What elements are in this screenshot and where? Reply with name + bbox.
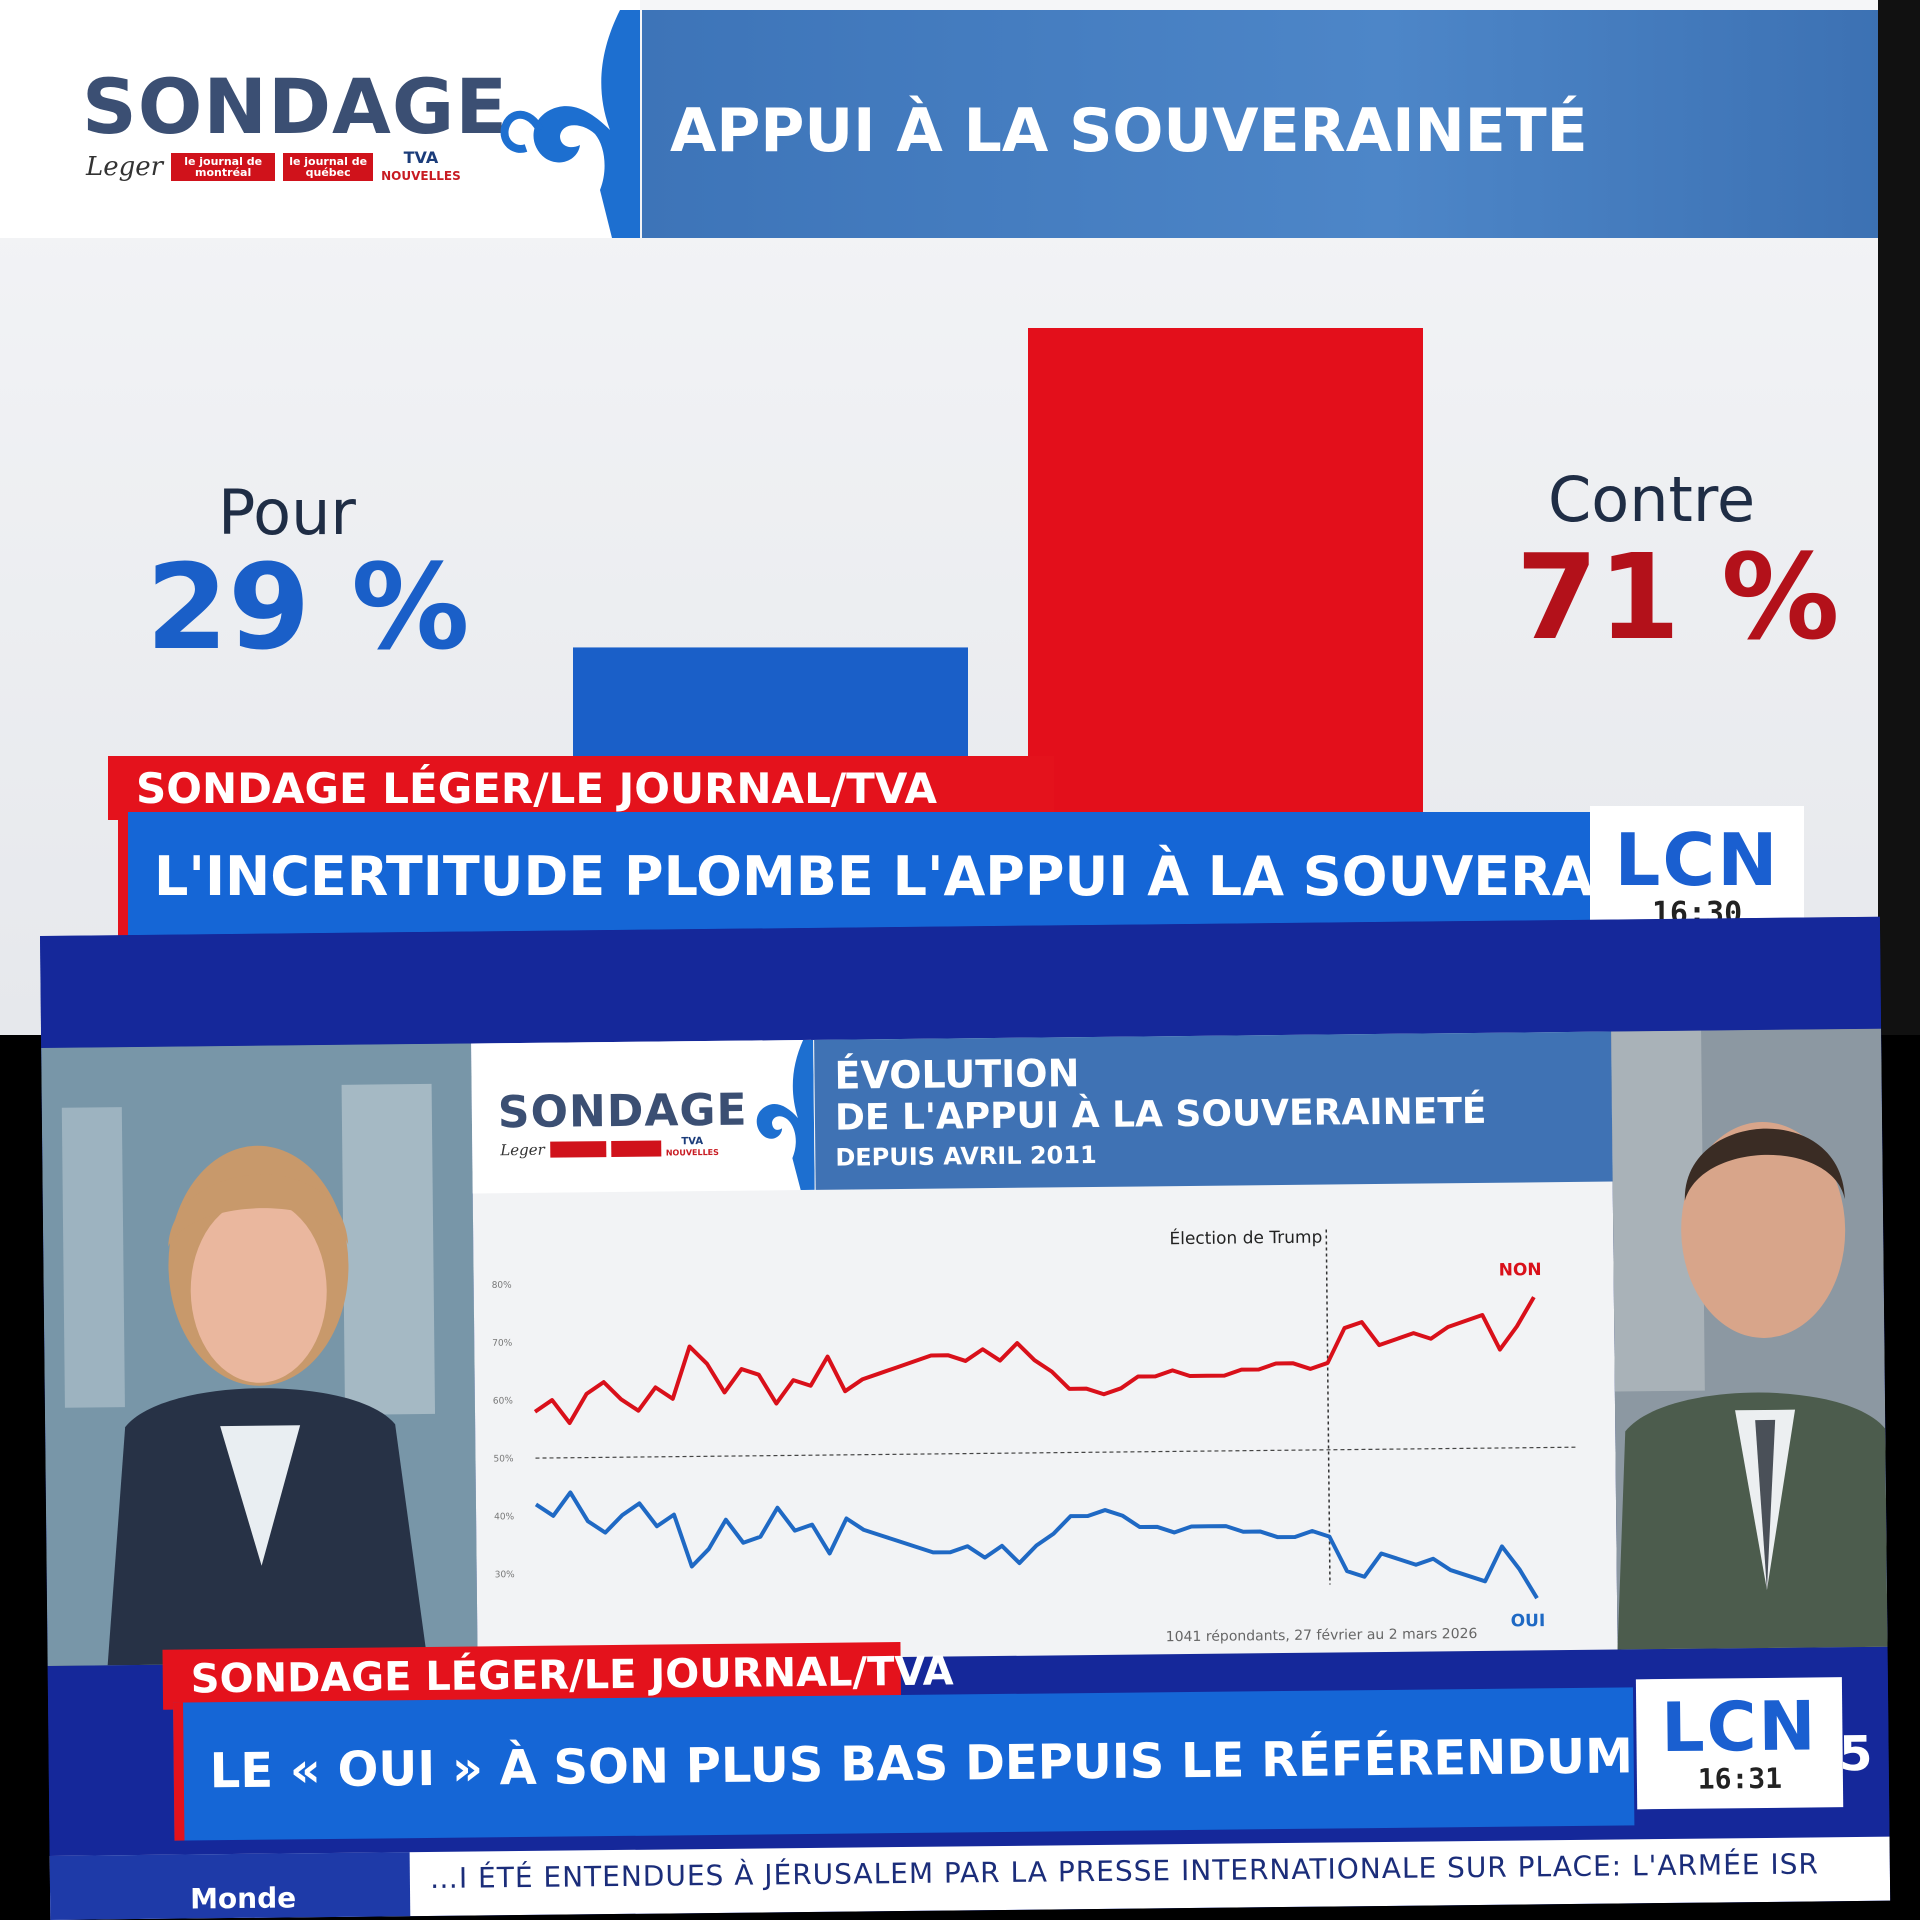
line-chart-svg: 80% 70% 60% 50% 40% 30% Élection de Trump NON OU… <box>492 1226 1576 1645</box>
top-header-bar: APPUI À LA SOUVERAINETÉ <box>642 10 1882 238</box>
chart-title-line1: ÉVOLUTION <box>834 1051 1080 1098</box>
journal-quebec-logo: le journal de québec <box>283 152 374 181</box>
ticker-headline-banner-2: LE « OUI » À SON PLUS BAS DEPUIS LE RÉFÉ… <box>173 1687 1873 1841</box>
bar-chart: Pour 29 % Contre 71 % <box>0 238 1878 1035</box>
chart-title: APPUI À LA SOUVERAINETÉ <box>670 96 1588 166</box>
chart-leger-logo: Leger <box>500 1140 545 1159</box>
tva-logo-sub: NOUVELLES <box>381 168 461 183</box>
y-tick-label: 40% <box>494 1512 515 1522</box>
chart-journal-logo-2 <box>610 1140 661 1157</box>
fleur-de-lys-icon <box>500 10 640 238</box>
contre-label: Contre <box>1548 463 1756 536</box>
chart-tva-sub: NOUVELLES <box>665 1147 719 1157</box>
line-chart: 80% 70% 60% 50% 40% 30% Élection de Trump NON OU… <box>473 1182 1618 1662</box>
host-right-silhouette <box>1611 1028 1888 1650</box>
chart-subtitle: DEPUIS AVRIL 2011 <box>835 1140 1097 1172</box>
y-tick-label: 60% <box>493 1396 514 1406</box>
chart-tva-text: TVA <box>681 1136 704 1148</box>
annotation-line <box>1325 1229 1331 1585</box>
y-tick-label: 80% <box>492 1281 513 1291</box>
top-brand-panel: SONDAGE Leger le journal de montréal le … <box>0 0 640 238</box>
chart-journal-logo-1 <box>549 1140 606 1158</box>
series-line-oui <box>534 1490 1539 1600</box>
ticker-headline-banner: L'INCERTITUDE PLOMBE L'APPUI À LA SOUVER… <box>118 812 1769 940</box>
bottom-screenshot: SONDAGE Leger TVA NOUVELLES ÉVOLUTION DE… <box>40 916 1891 1920</box>
line-chart-panel: SONDAGE Leger TVA NOUVELLES ÉVOLUTION DE… <box>471 1031 1618 1662</box>
crawl-category: Monde <box>49 1852 411 1920</box>
chart-title-line2: DE L'APPUI À LA SOUVERAINETÉ <box>834 1090 1487 1139</box>
reference-line-50 <box>535 1446 1576 1459</box>
host-video-right <box>1611 1028 1888 1650</box>
pour-value-label: 29 % <box>146 538 470 676</box>
chart-footnote: 1041 répondants, 27 février au 2 mars 20… <box>1166 1626 1478 1645</box>
y-tick-label: 50% <box>493 1454 514 1464</box>
lcn-logo-2: LCN <box>1660 1687 1818 1769</box>
chart-partner-logos: Leger TVA NOUVELLES <box>500 1136 719 1160</box>
journal-montreal-logo: le journal de montréal <box>171 152 276 181</box>
y-tick-label: 30% <box>495 1570 516 1580</box>
top-screenshot: SONDAGE Leger le journal de montréal le … <box>0 0 1920 1035</box>
chart-brand-panel: SONDAGE Leger TVA NOUVELLES <box>471 1039 815 1194</box>
lcn-clock-box: LCN 16:30 <box>1590 806 1804 940</box>
chart-brand-title: SONDAGE <box>497 1084 748 1139</box>
contre-value-label: 71 % <box>1516 528 1840 666</box>
series-label-non: NON <box>1499 1260 1542 1280</box>
lcn-logo: LCN <box>1614 818 1780 902</box>
tva-logo-text: TVA <box>403 148 439 167</box>
tva-logo: TVA NOUVELLES <box>381 148 461 184</box>
ticker-source-banner: SONDAGE LÉGER/LE JOURNAL/TVA <box>108 756 1054 820</box>
leger-logo: Leger <box>86 151 164 182</box>
series-line-non <box>533 1296 1536 1425</box>
chart-fleur-de-lys-icon <box>756 1039 815 1191</box>
chart-header-bar: ÉVOLUTION DE L'APPUI À LA SOUVERAINETÉ D… <box>814 1031 1613 1190</box>
pour-label: Pour <box>218 476 356 549</box>
crawl-text: …I ÉTÉ ENTENDUES À JÉRUSALEM PAR LA PRES… <box>429 1847 1820 1895</box>
host-video-left <box>41 1043 478 1666</box>
tv-bezel <box>1878 0 1920 1035</box>
series-label-oui: OUI <box>1511 1611 1546 1631</box>
host-left-silhouette <box>41 1043 478 1666</box>
y-tick-label: 70% <box>492 1339 513 1349</box>
annotation-label: Élection de Trump <box>1169 1226 1322 1250</box>
brand-title: SONDAGE <box>82 62 509 151</box>
lcn-clock-box-2: LCN 16:31 <box>1635 1677 1844 1810</box>
chart-tva-logo: TVA NOUVELLES <box>665 1136 719 1159</box>
partner-logos: Leger le journal de montréal le journal … <box>86 148 461 184</box>
